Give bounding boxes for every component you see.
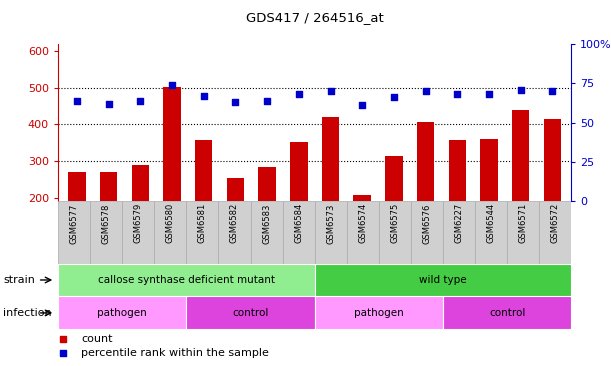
Bar xyxy=(475,201,507,264)
Point xyxy=(167,82,177,88)
Bar xyxy=(258,167,276,271)
Bar xyxy=(290,142,307,271)
Point xyxy=(516,87,525,93)
Bar xyxy=(354,195,371,271)
Bar xyxy=(186,201,219,264)
Bar xyxy=(155,201,186,264)
Bar xyxy=(544,119,561,271)
Point xyxy=(326,88,335,94)
Point xyxy=(547,88,557,94)
Bar xyxy=(411,201,443,264)
Text: GSM6576: GSM6576 xyxy=(422,203,431,243)
Text: infection: infection xyxy=(3,308,52,318)
Bar xyxy=(315,201,347,264)
Bar xyxy=(186,296,315,329)
Bar xyxy=(443,296,571,329)
Text: GSM6578: GSM6578 xyxy=(101,203,111,243)
Bar xyxy=(443,201,475,264)
Text: pathogen: pathogen xyxy=(354,308,404,318)
Text: GSM6584: GSM6584 xyxy=(294,203,303,243)
Text: control: control xyxy=(489,308,525,318)
Text: GSM6579: GSM6579 xyxy=(134,203,143,243)
Bar xyxy=(315,296,443,329)
Text: GSM6583: GSM6583 xyxy=(262,203,271,243)
Bar xyxy=(315,264,571,296)
Bar xyxy=(322,117,339,271)
Bar xyxy=(100,172,117,271)
Bar xyxy=(347,201,379,264)
Text: GSM6581: GSM6581 xyxy=(198,203,207,243)
Text: GSM6573: GSM6573 xyxy=(326,203,335,243)
Point xyxy=(452,92,462,97)
Point xyxy=(136,98,145,104)
Bar xyxy=(480,139,497,271)
Bar xyxy=(219,201,251,264)
Point xyxy=(294,92,304,97)
Point xyxy=(58,336,68,341)
Text: GSM6577: GSM6577 xyxy=(70,203,79,243)
Bar xyxy=(58,264,315,296)
Bar xyxy=(132,165,149,271)
Bar xyxy=(540,201,571,264)
Text: strain: strain xyxy=(3,275,35,285)
Bar xyxy=(283,201,315,264)
Point xyxy=(72,98,82,104)
Bar xyxy=(251,201,283,264)
Text: GSM6571: GSM6571 xyxy=(519,203,528,243)
Point xyxy=(104,101,114,107)
Text: GSM6580: GSM6580 xyxy=(166,203,175,243)
Bar xyxy=(163,87,181,271)
Text: pathogen: pathogen xyxy=(97,308,147,318)
Bar xyxy=(507,201,540,264)
Bar xyxy=(227,178,244,271)
Text: wild type: wild type xyxy=(419,275,467,285)
Point xyxy=(484,92,494,97)
Bar xyxy=(385,156,403,271)
Bar xyxy=(58,201,90,264)
Text: GSM6574: GSM6574 xyxy=(358,203,367,243)
Bar xyxy=(417,122,434,271)
Text: GDS417 / 264516_at: GDS417 / 264516_at xyxy=(246,11,384,24)
Text: GSM6227: GSM6227 xyxy=(455,203,464,243)
Text: control: control xyxy=(232,308,269,318)
Bar xyxy=(68,172,86,271)
Bar xyxy=(122,201,155,264)
Point xyxy=(262,98,272,104)
Point xyxy=(199,93,209,99)
Bar xyxy=(195,140,213,271)
Point xyxy=(357,102,367,108)
Point xyxy=(58,350,68,356)
Point xyxy=(420,88,430,94)
Text: GSM6544: GSM6544 xyxy=(486,203,496,243)
Bar xyxy=(379,201,411,264)
Bar xyxy=(58,296,186,329)
Text: GSM6572: GSM6572 xyxy=(551,203,560,243)
Text: percentile rank within the sample: percentile rank within the sample xyxy=(81,348,269,358)
Text: GSM6582: GSM6582 xyxy=(230,203,239,243)
Bar xyxy=(448,140,466,271)
Bar xyxy=(90,201,122,264)
Text: callose synthase deficient mutant: callose synthase deficient mutant xyxy=(98,275,275,285)
Bar xyxy=(512,110,529,271)
Point xyxy=(230,99,240,105)
Text: GSM6575: GSM6575 xyxy=(390,203,400,243)
Point xyxy=(389,94,399,100)
Text: count: count xyxy=(81,334,112,344)
